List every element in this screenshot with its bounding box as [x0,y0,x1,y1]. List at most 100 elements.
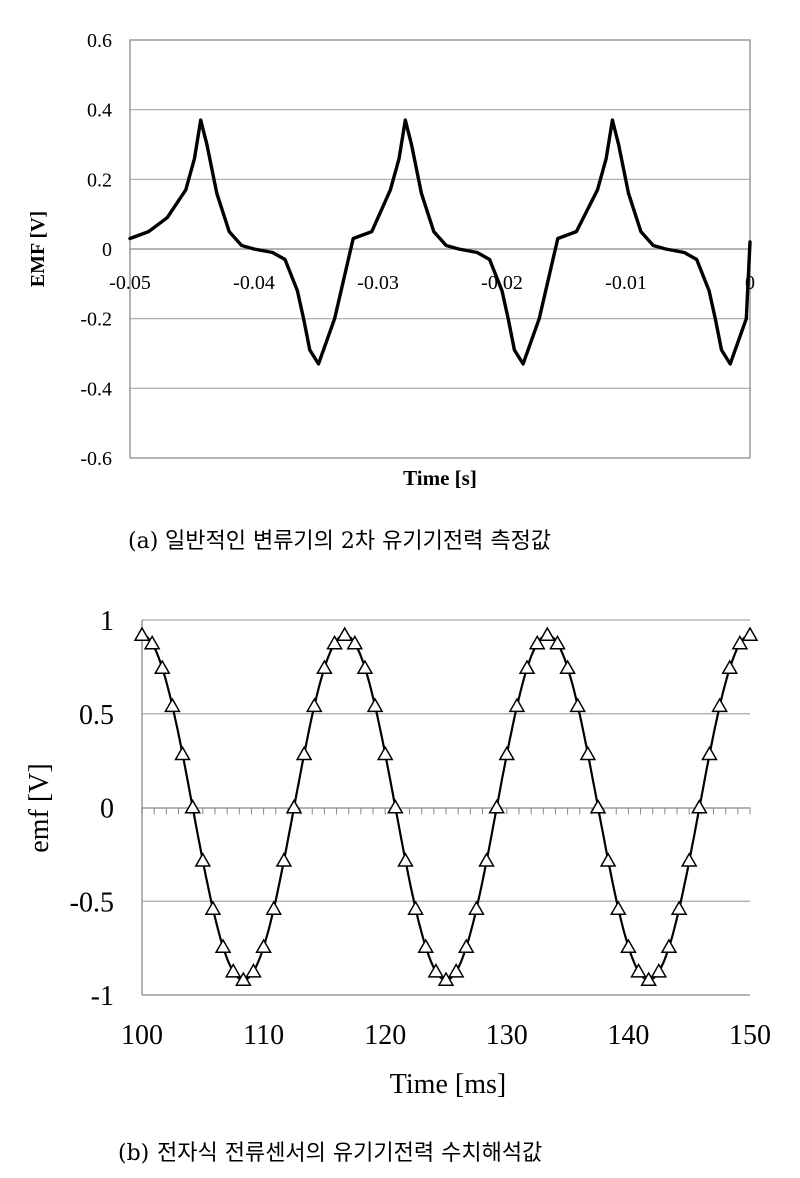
chart-b-point-marker [366,697,384,713]
chart-b-x-tick-label: 120 [364,1020,406,1051]
chart-a-y-tick-label: -0.6 [80,448,112,470]
chart-b-markers [133,626,759,986]
chart-b-point-marker [437,971,455,986]
chart-b-point-marker [336,626,353,641]
chart-a-x-tick-label: -0.03 [357,272,399,294]
caption-b: 전자식 전류센서의 유기기전력 수치해석값 [157,1141,542,1166]
chart-b-point-marker [224,963,242,978]
caption-a-label: (a) [128,529,158,554]
chart-b-point-marker [194,852,212,867]
chart-b-point-marker [549,634,566,650]
chart-b-point-marker [397,852,414,867]
chart-b-point-marker [589,798,607,814]
chart-b-y-tick-label: 0 [100,794,114,825]
chart-b-y-axis-label: emf [V] [24,763,55,852]
chart-b-point-marker [143,634,161,650]
chart-b-point-marker [721,659,739,674]
chart-b-gridlines [142,619,750,902]
chart-b-y-tick-label: -0.5 [70,887,114,918]
chart-b-point-marker [498,745,516,761]
chart-b-point-marker [488,798,505,814]
chart-b-point-marker [457,938,475,953]
chart-a-x-tick-label: -0.04 [233,272,275,294]
chart-b-y-tick-label: 1 [100,606,114,637]
chart-b-y-tick-labels: 1 0.5 0 -0.5 -1 [70,606,114,1012]
chart-a-series-line [128,118,752,366]
caption-b-label: (b) [118,1141,149,1166]
chart-b-point-marker [630,963,647,978]
chart-a-y-tick-label: -0.4 [80,378,112,400]
chart-b-minor-ticks [141,807,751,815]
chart-b-point-marker [295,745,313,761]
chart-b: 1 0.5 0 -0.5 -1 100 110 120 130 140 150 emf [V] T… [24,606,771,1100]
chart-a-y-tick-label: 0 [102,239,112,261]
chart-b-point-marker [620,938,637,953]
chart-b-point-marker [316,659,333,674]
chart-b-point-marker [245,963,262,978]
chart-b-point-marker [326,634,343,650]
chart-b-point-marker [528,634,546,650]
chart-a-series [128,118,752,366]
chart-a-y-axis-label: EMF [V] [27,211,49,287]
chart-b-point-marker [508,697,526,713]
chart-a-x-tick-labels: -0.05 -0.04 -0.03 -0.02 -0.01 0 [109,272,755,294]
chart-a-x-tick-label: 0 [745,272,755,294]
chart-b-x-tick-label: 150 [729,1020,771,1051]
chart-a-x-tick-label: -0.05 [109,272,151,294]
chart-b-point-marker [539,626,556,641]
chart-b-x-tick-label: 100 [121,1020,163,1051]
chart-b-point-marker [447,963,465,978]
chart-b-point-marker [609,900,627,915]
chart-b-point-marker [265,900,283,915]
chart-b-point-marker [376,745,394,761]
chart-b-point-marker [174,745,191,761]
chart-b-point-marker [356,659,374,674]
chart-a-y-tick-label: -0.2 [80,309,112,331]
chart-b-point-marker [184,798,201,814]
chart-b-point-marker [518,659,536,674]
chart-b-point-marker [741,626,759,641]
chart-b-point-marker [204,900,222,915]
chart-b-point-marker [164,697,181,713]
chart-b-point-marker [680,852,698,867]
chart-b-point-marker [579,745,597,761]
chart-b-x-axis-label: Time [ms] [390,1069,506,1100]
chart-a-gridlines [130,109,750,389]
chart-b-point-marker [559,659,576,674]
chart-b-y-tick-label: 0.5 [79,700,114,731]
chart-b-point-marker [285,798,303,814]
chart-b-point-marker [387,798,404,814]
chart-b-point-marker [711,697,728,713]
chart-b-point-marker [153,659,171,674]
chart-b-point-marker [255,938,272,953]
chart-b-point-marker [599,852,617,867]
chart-b-point-marker [417,938,435,953]
chart-a-y-tick-label: 0.2 [87,169,112,191]
chart-b-point-marker [305,697,323,713]
chart-b-point-marker [468,900,485,915]
chart-b-x-tick-label: 140 [607,1020,649,1051]
chart-b-point-marker [640,971,657,986]
chart-a-y-tick-labels: 0.6 0.4 0.2 0 -0.2 -0.4 -0.6 [80,30,112,470]
chart-a-y-tick-label: 0.4 [87,100,112,122]
chart-b-point-marker [650,963,668,978]
chart-b-y-tick-label: -1 [91,981,114,1012]
chart-a-x-tick-label: -0.01 [605,272,647,294]
chart-b-x-tick-label: 130 [486,1020,528,1051]
chart-a-x-tick-label: -0.02 [481,272,523,294]
chart-b-point-marker [133,626,151,641]
chart-a-x-axis-label: Time [s] [403,466,477,490]
chart-b-point-marker [235,971,252,986]
chart-b-point-marker [214,938,232,953]
chart-b-point-marker [731,634,749,650]
chart-a-y-tick-label: 0.6 [87,30,112,52]
chart-b-point-marker [275,852,293,867]
chart-b-point-marker [691,798,708,814]
chart-b-point-marker [660,938,678,953]
chart-b-point-marker [569,697,587,713]
chart-b-point-marker [478,852,495,867]
chart-b-point-marker [346,634,364,650]
caption-a: 일반적인 변류기의 2차 유기기전력 측정값 [165,529,551,554]
chart-b-point-marker [701,745,718,761]
